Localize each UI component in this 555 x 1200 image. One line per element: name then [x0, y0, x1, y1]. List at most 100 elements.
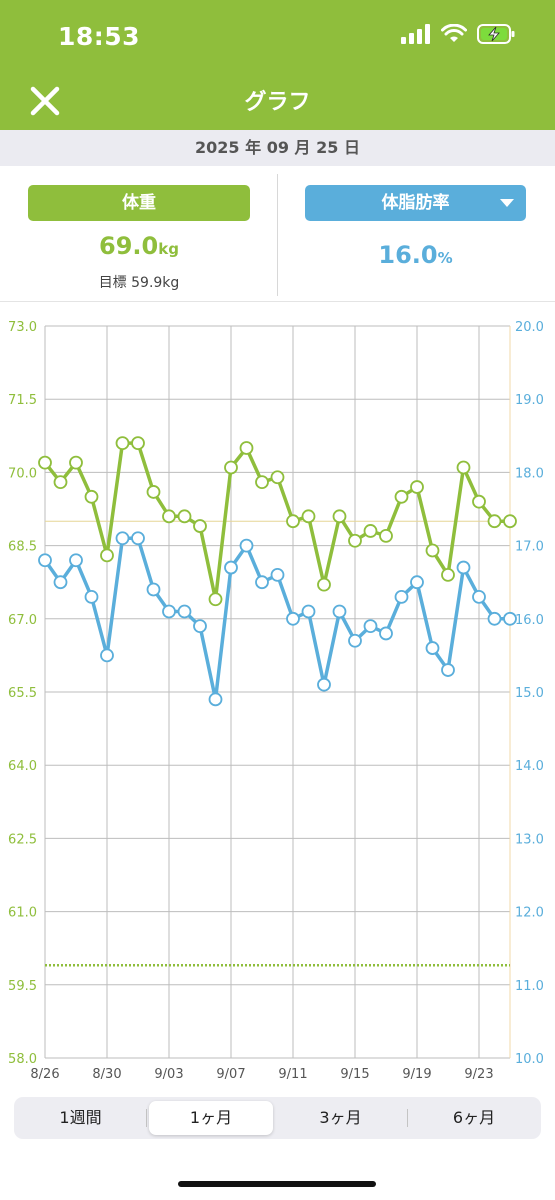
y-right-tick-label: 10.0: [515, 1052, 544, 1067]
weight-data-point: [115, 436, 130, 451]
range-tab-6-months[interactable]: 6ヶ月: [452, 1108, 496, 1127]
y-right-tick-label: 11.0: [515, 979, 544, 994]
body-fat-selector[interactable]: 体脂肪率: [305, 185, 526, 221]
goal-weight: 目標 59.9kg: [98, 275, 180, 291]
body-fat-data-point: [317, 677, 331, 692]
weight-data-point: [472, 494, 486, 509]
y-right-tick-label: 13.0: [515, 832, 544, 847]
weight-data-point: [53, 475, 68, 490]
summary-panel: 体重 69.0kg 目標 59.9kg 体脂肪率 16.0%: [0, 166, 555, 302]
y-left-tick-label: 62.5: [8, 832, 37, 847]
weight-data-point: [131, 436, 145, 451]
body-fat-data-point: [239, 538, 254, 553]
body-fat-data-point: [270, 567, 285, 582]
weight-data-point: [255, 475, 269, 490]
weight-data-point: [410, 480, 424, 494]
weight-value: 69.0kg: [28, 232, 250, 260]
weight-data-point: [363, 524, 378, 538]
y-right-tick-label: 14.0: [515, 759, 544, 774]
body-fat-data-point: [503, 611, 517, 626]
x-tick-label: 9/03: [154, 1067, 183, 1082]
weight-data-point: [332, 509, 347, 524]
body-fat-data-point: [286, 611, 300, 626]
weight-data-point: [208, 592, 223, 607]
range-segmented-control: 1週間 1ヶ月 3ヶ月 6ヶ月: [14, 1097, 541, 1139]
weight-data-point: [456, 460, 471, 475]
range-tab-separator: [146, 1109, 147, 1127]
y-left-tick-label: 61.0: [8, 906, 37, 921]
body-fat-unit: %: [437, 249, 453, 267]
y-right-tick-label: 20.0: [515, 320, 544, 335]
weight-data-point: [84, 489, 99, 504]
x-tick-label: 9/19: [402, 1067, 431, 1082]
x-tick-label: 9/07: [216, 1067, 245, 1082]
y-left-tick-label: 64.0: [8, 759, 37, 774]
range-tab-separator: [407, 1109, 408, 1127]
weight-data-point: [301, 509, 316, 524]
y-left-tick-label: 68.5: [8, 540, 37, 555]
y-left-tick-label: 71.5: [8, 393, 37, 408]
weight-unit: kg: [158, 240, 179, 258]
weight-data-point: [286, 514, 300, 529]
x-tick-label: 9/23: [464, 1067, 493, 1082]
range-tab-3-months[interactable]: 3ヶ月: [319, 1108, 362, 1127]
weight-data-point: [100, 548, 114, 563]
body-fat-data-point: [131, 531, 145, 546]
range-tab-1-week[interactable]: 1週間: [59, 1108, 102, 1127]
weight-data-point: [193, 519, 207, 533]
body-fat-data-point: [162, 604, 176, 619]
weight-data-point: [38, 455, 52, 470]
body-fat-data-point: [348, 633, 362, 648]
weight-data-point: [379, 528, 393, 543]
status-time: 18:53: [58, 22, 141, 51]
y-right-tick-label: 15.0: [515, 686, 544, 701]
close-button[interactable]: [26, 82, 64, 120]
body-fat-data-point: [363, 619, 378, 634]
summary-divider: [277, 174, 278, 296]
body-fat-data-point: [177, 604, 192, 619]
y-right-tick-label: 19.0: [515, 393, 544, 408]
body-fat-data-point: [332, 604, 347, 619]
y-left-tick-label: 70.0: [8, 466, 37, 481]
close-icon: [30, 86, 60, 116]
body-fat-data-point: [115, 531, 130, 546]
weight-data-point: [162, 509, 176, 524]
body-fat-data-point: [38, 553, 52, 568]
body-fat-data-point: [487, 611, 502, 626]
nav-bar: グラフ: [0, 72, 555, 130]
x-tick-label: 9/11: [278, 1067, 307, 1082]
weight-data-point: [503, 514, 517, 529]
weight-data-point: [487, 514, 502, 529]
body-fat-data-point: [394, 589, 409, 604]
weight-body-fat-chart: 58.0 10.0 59.5 11.0 61.0 12.0 62.5 13.0 64.0 14.0…: [8, 320, 544, 1082]
body-fat-data-point: [208, 692, 223, 707]
weight-data-point: [177, 509, 192, 524]
y-right-tick-label: 16.0: [515, 613, 544, 628]
body-fat-data-point: [425, 641, 440, 655]
weight-data-point: [270, 470, 285, 485]
weight-data-point: [441, 567, 455, 582]
y-left-tick-label: 73.0: [8, 320, 37, 335]
home-indicator: [178, 1181, 376, 1187]
weight-data-point: [394, 489, 409, 504]
body-fat-data-point: [472, 589, 486, 604]
body-fat-label: 体脂肪率: [381, 193, 450, 213]
body-fat-data-point: [301, 604, 316, 619]
body-fat-number: 16.0: [378, 241, 438, 269]
weight-data-point: [239, 441, 254, 455]
body-fat-data-point: [100, 648, 114, 663]
y-left-tick-label: 59.5: [8, 979, 37, 994]
body-fat-data-point: [53, 575, 68, 590]
wifi-icon: [441, 24, 467, 42]
y-right-tick-label: 12.0: [515, 906, 544, 921]
x-tick-label: 9/15: [340, 1067, 369, 1082]
range-tab-1-month[interactable]: 1ヶ月: [149, 1101, 273, 1135]
y-left-tick-label: 67.0: [8, 613, 37, 628]
body-fat-data-point: [146, 582, 161, 597]
body-fat-data-point: [84, 589, 99, 604]
weight-data-point: [146, 485, 161, 499]
body-fat-data-point: [410, 575, 424, 590]
cellular-signal-icon: [401, 24, 430, 44]
battery-charging-icon: [477, 24, 515, 44]
body-fat-value: 16.0%: [305, 241, 526, 269]
